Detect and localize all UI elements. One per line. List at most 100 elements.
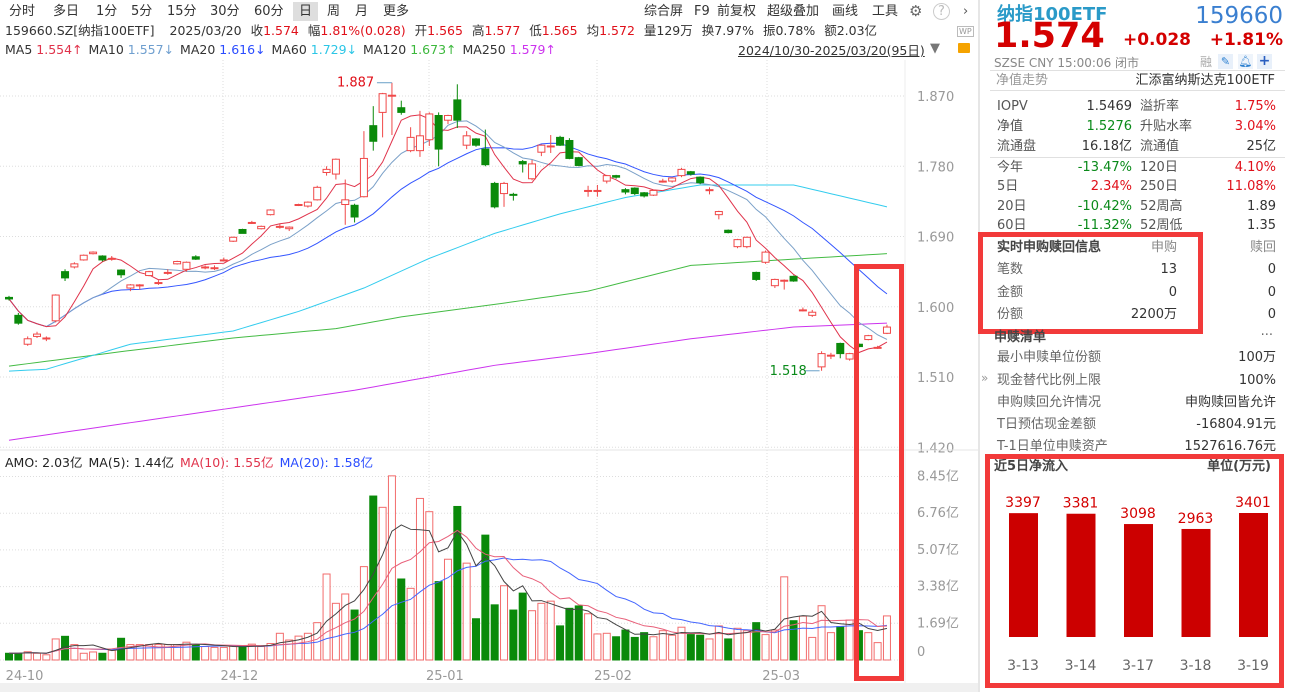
price-tick-label: 1.780 bbox=[917, 160, 954, 175]
candle bbox=[612, 175, 621, 178]
candle bbox=[518, 161, 527, 165]
draw-line-button[interactable]: 画线 bbox=[832, 4, 859, 19]
volume-bar bbox=[556, 625, 565, 661]
stats-row: IOPV 1.5469 溢折率 1.75% bbox=[997, 99, 1276, 114]
ma120-legend: MA120 1.673↑ bbox=[363, 42, 457, 57]
bell-icon[interactable]: 🔔︎ bbox=[1238, 54, 1253, 69]
volume-bar bbox=[584, 613, 593, 661]
period-tab-30min[interactable]: 30分 bbox=[210, 4, 240, 19]
volume-bar bbox=[836, 626, 845, 661]
candle bbox=[135, 284, 144, 287]
inflow-value-label: 3381 bbox=[1063, 496, 1099, 512]
inflow-bar bbox=[1009, 513, 1038, 637]
period-tab-week[interactable]: 周 bbox=[327, 4, 341, 19]
candle bbox=[294, 204, 303, 207]
kline-chart[interactable]: 1.870 1.780 1.690 1.600 1.510 1.420 8.45亿 6.76亿… bbox=[0, 0, 978, 683]
gear-icon[interactable]: ⚙ bbox=[909, 2, 923, 20]
list-row-label: 最小申赎单位份额 bbox=[997, 350, 1102, 365]
time-axis-label: 25-01 bbox=[426, 669, 464, 683]
volume-bar bbox=[145, 644, 154, 661]
candle bbox=[79, 254, 88, 261]
more-button[interactable]: ··· bbox=[1260, 328, 1273, 343]
volume-bar bbox=[154, 644, 163, 661]
candle bbox=[23, 338, 32, 345]
date-range-selector[interactable]: 2024/10/30-2025/03/20(95日) bbox=[738, 43, 925, 58]
volume-bar bbox=[369, 495, 378, 661]
candle bbox=[173, 260, 182, 265]
candle bbox=[742, 236, 751, 248]
period-tab-60min[interactable]: 60分 bbox=[254, 4, 284, 19]
wp-icon[interactable]: WP bbox=[957, 26, 974, 37]
help-icon[interactable]: ? bbox=[933, 3, 950, 20]
add-icon[interactable]: + bbox=[1257, 53, 1272, 69]
inflow-bar bbox=[1181, 528, 1211, 637]
list-row-label: T-1日单位申赎资产 bbox=[997, 439, 1108, 454]
chevron-right-icon[interactable]: › bbox=[963, 4, 969, 19]
nav-trend-tab[interactable]: 净值走势 bbox=[996, 73, 1049, 88]
dropdown-triangle-icon[interactable]: ▼ bbox=[930, 41, 940, 56]
candle bbox=[873, 346, 882, 349]
panel-divider[interactable] bbox=[978, 0, 980, 692]
period-tab-5min[interactable]: 5分 bbox=[131, 4, 153, 19]
candle bbox=[238, 228, 247, 234]
candle bbox=[621, 189, 630, 193]
f9-button[interactable]: F9 bbox=[694, 4, 710, 19]
date-label: 2025/03/20 bbox=[169, 23, 242, 38]
amo-legend: AMO: 2.03亿 bbox=[5, 455, 83, 470]
candle bbox=[350, 204, 359, 218]
period-tab-month[interactable]: 月 bbox=[355, 4, 369, 19]
candle bbox=[780, 279, 789, 282]
super-overlay-button[interactable]: 超级叠加 bbox=[767, 4, 820, 19]
volume-bar bbox=[658, 630, 667, 661]
volume-bar bbox=[826, 632, 835, 661]
volume-tick-label: 0 bbox=[917, 645, 925, 660]
period-tab-fenshi[interactable]: 分时 bbox=[9, 4, 36, 19]
volume-bar bbox=[686, 634, 695, 661]
volume-bar bbox=[322, 573, 331, 661]
volume-bar bbox=[593, 633, 602, 661]
composite-screen-button[interactable]: 综合屏 bbox=[644, 4, 684, 19]
volume-bar bbox=[574, 605, 583, 661]
highlight-box-realtime bbox=[978, 232, 1203, 334]
tools-button[interactable]: 工具 bbox=[872, 4, 899, 19]
candle bbox=[845, 353, 854, 360]
period-tab-more[interactable]: 更多 bbox=[383, 4, 410, 19]
candle bbox=[462, 135, 471, 146]
list-row-label: 申购赎回允许情况 bbox=[997, 395, 1102, 410]
forward-adjust-button[interactable]: 前复权 bbox=[717, 4, 757, 19]
volume-bar bbox=[219, 646, 228, 661]
volume-bar bbox=[443, 558, 452, 661]
candle bbox=[145, 271, 154, 277]
candle bbox=[70, 263, 79, 268]
period-tab-day[interactable]: 日 bbox=[293, 2, 319, 21]
inflow-bar bbox=[1239, 513, 1268, 637]
edit-icon[interactable]: ✎ bbox=[1218, 54, 1233, 69]
low-price-label: 1.518 bbox=[770, 364, 807, 379]
bottom-scrollbar[interactable] bbox=[0, 683, 978, 692]
volume-bar bbox=[415, 497, 424, 661]
candle bbox=[182, 261, 191, 270]
period-tab-1min[interactable]: 1分 bbox=[96, 4, 118, 19]
volume-tick-label: 6.76亿 bbox=[917, 506, 959, 521]
volume-tick-label: 5.07亿 bbox=[917, 543, 959, 558]
expand-icon[interactable]: » bbox=[981, 371, 989, 385]
price-tick-label: 1.510 bbox=[917, 371, 954, 386]
close-value: 1.574 bbox=[263, 23, 299, 38]
candle bbox=[696, 176, 705, 184]
volume-bar bbox=[107, 649, 116, 661]
candle bbox=[668, 177, 677, 182]
period-tab-15min[interactable]: 15分 bbox=[167, 4, 197, 19]
volume-tick-label: 8.45亿 bbox=[917, 470, 959, 485]
candle bbox=[649, 189, 658, 196]
candle bbox=[752, 271, 761, 280]
price-tick-label: 1.420 bbox=[917, 441, 954, 456]
list-row-value: 100% bbox=[1238, 373, 1276, 388]
unlock-icon[interactable] bbox=[958, 43, 970, 53]
period-tab-multiday[interactable]: 多日 bbox=[53, 4, 80, 19]
realtime-title: 实时申购赎回信息 bbox=[997, 240, 1102, 255]
candle bbox=[770, 278, 779, 287]
volume-bar bbox=[201, 646, 210, 661]
volume-legend: AMO: 2.03亿 MA(5): 1.44亿 MA(10): 1.55亿 MA… bbox=[5, 455, 373, 471]
volume-bar bbox=[23, 651, 32, 661]
volume-bar bbox=[472, 618, 480, 661]
